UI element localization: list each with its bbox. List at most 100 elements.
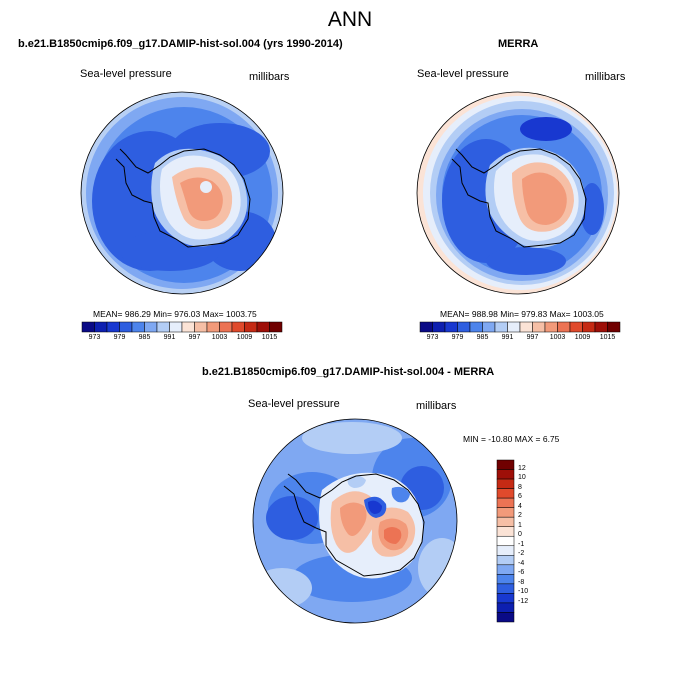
abs-colorbar-1 bbox=[81, 321, 283, 333]
diff-colorbar-tick: 0 bbox=[518, 531, 522, 539]
diff-colorbar-tick: 4 bbox=[518, 502, 522, 510]
panel-diff-variable: Sea-level pressure bbox=[248, 398, 340, 410]
colorbar-swatch bbox=[106, 321, 120, 333]
colorbar-swatch bbox=[194, 321, 208, 333]
colorbar-swatch bbox=[496, 488, 515, 499]
diff-colorbar-tick: 12 bbox=[518, 464, 526, 472]
colorbar-swatch bbox=[457, 321, 471, 333]
abs-colorbar-1-tick: 1009 bbox=[236, 334, 253, 341]
colorbar-swatch bbox=[496, 602, 515, 613]
colorbar-swatch bbox=[496, 583, 515, 594]
colorbar-swatch bbox=[507, 321, 521, 333]
colorbar-swatch bbox=[496, 516, 515, 527]
colorbar-swatch bbox=[496, 478, 515, 489]
abs-colorbar-2-tick: 991 bbox=[501, 334, 514, 341]
colorbar-swatch bbox=[244, 321, 258, 333]
panel-model-map bbox=[80, 91, 284, 295]
colorbar-swatch bbox=[269, 321, 283, 333]
colorbar-swatch bbox=[482, 321, 496, 333]
panel-diff-units: millibars bbox=[416, 400, 457, 412]
panel-diff-title: b.e21.B1850cmip6.f09_g17.DAMIP-hist-sol.… bbox=[202, 366, 495, 378]
diff-colorbar-tick: -12 bbox=[518, 597, 529, 605]
diff-colorbar-tick: 1 bbox=[518, 521, 522, 529]
colorbar-swatch bbox=[494, 321, 508, 333]
colorbar-swatch bbox=[607, 321, 621, 333]
abs-colorbar-2-tick: 1009 bbox=[574, 334, 591, 341]
panel-diff-stats: MIN = -10.80 MAX = 6.75 bbox=[463, 434, 560, 444]
colorbar-swatch bbox=[219, 321, 233, 333]
colorbar-swatch bbox=[156, 321, 170, 333]
colorbar-swatch bbox=[496, 545, 515, 556]
colorbar-swatch bbox=[432, 321, 446, 333]
diff-colorbar-tick: -4 bbox=[518, 559, 525, 567]
colorbar-swatch bbox=[496, 555, 515, 566]
colorbar-swatch bbox=[557, 321, 571, 333]
abs-colorbar-2-tick: 997 bbox=[526, 334, 539, 341]
colorbar-swatch bbox=[496, 564, 515, 575]
colorbar-swatch bbox=[496, 535, 515, 547]
panel-obs-units: millibars bbox=[585, 71, 626, 83]
diff-colorbar-tick: -1 bbox=[518, 540, 525, 548]
colorbar-swatch bbox=[496, 612, 515, 623]
colorbar-swatch bbox=[496, 574, 515, 585]
figure-title: ANN bbox=[327, 8, 373, 31]
abs-colorbar-2 bbox=[419, 321, 621, 333]
abs-colorbar-2-tick: 973 bbox=[426, 334, 439, 341]
panel-obs-stats: MEAN= 988.98 Min= 979.83 Max= 1003.05 bbox=[440, 309, 604, 319]
abs-colorbar-1-tick: 991 bbox=[163, 334, 176, 341]
colorbar-swatch bbox=[496, 469, 515, 480]
abs-colorbar-1-tick: 1015 bbox=[261, 334, 278, 341]
colorbar-swatch bbox=[544, 321, 558, 333]
panel-obs-variable: Sea-level pressure bbox=[417, 68, 509, 80]
colorbar-swatch bbox=[181, 321, 195, 333]
colorbar-swatch bbox=[256, 321, 270, 333]
colorbar-swatch bbox=[144, 321, 158, 333]
abs-colorbar-1-tick: 1003 bbox=[211, 334, 228, 341]
abs-colorbar-2-labels: 973 979 985 991 997 1003 1009 1015 bbox=[420, 334, 620, 346]
abs-colorbar-2-tick: 979 bbox=[451, 334, 464, 341]
diff-colorbar-tick: 6 bbox=[518, 493, 522, 501]
colorbar-swatch bbox=[582, 321, 596, 333]
abs-colorbar-1-tick: 997 bbox=[188, 334, 201, 341]
diff-colorbar-tick: -8 bbox=[518, 578, 525, 586]
abs-colorbar-2-tick: 1003 bbox=[549, 334, 566, 341]
diff-colorbar-tick: 10 bbox=[518, 474, 526, 481]
colorbar-swatch bbox=[496, 507, 515, 518]
panel-model-stats: MEAN= 986.29 Min= 976.03 Max= 1003.75 bbox=[93, 309, 257, 319]
colorbar-swatch bbox=[569, 321, 583, 333]
colorbar-swatch bbox=[496, 497, 515, 508]
colorbar-swatch bbox=[119, 321, 133, 333]
abs-colorbar-2-tick: 1015 bbox=[599, 334, 616, 341]
diff-colorbar-tick: -6 bbox=[518, 569, 525, 577]
panel-obs-title: MERRA bbox=[498, 38, 539, 50]
abs-colorbar-2-tick: 985 bbox=[476, 334, 489, 341]
colorbar-swatch bbox=[532, 321, 546, 333]
diff-colorbar-tick: -10 bbox=[518, 588, 529, 596]
colorbar-swatch bbox=[519, 321, 533, 333]
panel-model-variable: Sea-level pressure bbox=[80, 68, 172, 80]
panel-obs-map bbox=[416, 91, 620, 295]
diff-colorbar-tick: 8 bbox=[518, 483, 522, 491]
abs-colorbar-1-tick: 985 bbox=[138, 334, 151, 341]
abs-colorbar-1-labels: 973 979 985 991 997 1003 1009 1015 bbox=[82, 334, 282, 346]
colorbar-swatch bbox=[496, 459, 515, 470]
abs-colorbar-1-tick: 979 bbox=[113, 334, 126, 341]
diff-colorbar bbox=[496, 459, 515, 623]
diff-colorbar-tick: 2 bbox=[518, 512, 522, 520]
panel-diff-map bbox=[252, 418, 458, 624]
diff-colorbar-labels: 12 10 8 6 4 2 1 0 -1 -2 -4 -6 -8 -10 -12 bbox=[518, 460, 548, 622]
colorbar-swatch bbox=[81, 321, 95, 333]
colorbar-swatch bbox=[231, 321, 245, 333]
abs-colorbar-1-tick: 973 bbox=[88, 334, 101, 341]
colorbar-swatch bbox=[206, 321, 220, 333]
colorbar-swatch bbox=[94, 321, 108, 333]
colorbar-swatch bbox=[496, 593, 515, 604]
colorbar-swatch bbox=[419, 321, 433, 333]
panel-model-units: millibars bbox=[249, 71, 290, 83]
diff-colorbar-tick: -2 bbox=[518, 550, 525, 558]
colorbar-swatch bbox=[444, 321, 458, 333]
panel-model-title: b.e21.B1850cmip6.f09_g17.DAMIP-hist-sol.… bbox=[18, 38, 343, 50]
colorbar-swatch bbox=[594, 321, 608, 333]
colorbar-swatch bbox=[131, 321, 145, 333]
colorbar-swatch bbox=[469, 321, 483, 333]
